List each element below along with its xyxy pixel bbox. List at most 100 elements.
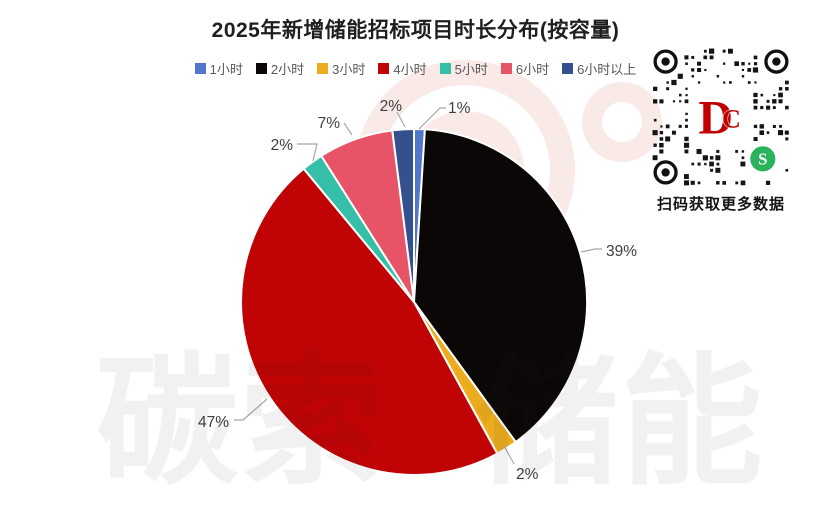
qr-dot: [703, 49, 707, 53]
data-label-0: 1%: [448, 100, 471, 117]
legend-item-4: 5小时: [439, 59, 488, 78]
qr-dot: [722, 181, 727, 185]
qr-dot: [653, 118, 657, 122]
qr-center-logo-c: C: [722, 104, 741, 133]
pie-slice-3: [240, 167, 499, 476]
qr-dot: [715, 167, 721, 173]
qr-dot: [672, 100, 675, 103]
pie-slice-6: [391, 128, 415, 303]
qr-dot: [666, 81, 669, 84]
qr-dot: [671, 79, 677, 86]
qr-dot: [659, 137, 664, 141]
qr-finder-icon: [653, 160, 678, 185]
legend-item-6: 6小时以上: [562, 59, 636, 78]
qr-dot: [753, 136, 758, 142]
legend-swatch: [317, 63, 329, 74]
qr-dot: [741, 156, 745, 160]
chart-title: 2025年新增储能招标项目时长分布(按容量): [211, 19, 620, 42]
qr-dot: [684, 55, 689, 60]
qr-dot: [759, 130, 765, 135]
qr-dot: [728, 48, 733, 54]
qr-dot: [778, 99, 783, 104]
qr-dot: [683, 180, 690, 186]
qr-dot: [696, 148, 702, 155]
qr-dot: [735, 150, 739, 153]
qr-dot: [754, 81, 757, 84]
legend-swatch: [194, 63, 206, 74]
qr-dot: [653, 99, 658, 104]
qr-dot: [778, 92, 783, 98]
legend-item-1: 2小时: [255, 59, 304, 78]
qr-dot: [671, 130, 676, 135]
qr-finder-icon: [764, 49, 789, 74]
qr-finder-dot: [661, 57, 670, 66]
qr-dot: [702, 155, 708, 161]
qr-finder-icon: [653, 49, 678, 74]
qr-dot: [685, 94, 688, 97]
qr-dot: [760, 106, 764, 110]
leader-line: [418, 107, 446, 130]
qr-dot: [716, 162, 720, 166]
leader-line: [297, 143, 318, 162]
data-label-6: 2%: [380, 98, 403, 115]
qr-dot: [753, 124, 758, 129]
qr-dot: [785, 86, 789, 91]
qr-dot: [683, 174, 689, 179]
qr-dot: [753, 105, 758, 110]
qr-dot: [684, 149, 689, 154]
qr-dot: [708, 48, 715, 54]
data-label-5: 7%: [318, 115, 341, 132]
data-label-1: 39%: [606, 243, 637, 260]
qr-dot: [659, 142, 664, 148]
qr-dot: [752, 67, 759, 73]
qr-dot: [753, 55, 758, 60]
leader-line: [343, 122, 353, 136]
qr-dot: [748, 62, 751, 65]
legend-label: 6小时: [515, 62, 550, 77]
qr-dot: [666, 87, 670, 91]
qr-dot: [760, 93, 764, 97]
qr-dot: [653, 86, 658, 91]
qr-dot: [697, 67, 702, 73]
qr-dot: [709, 55, 714, 60]
legend-swatch: [439, 63, 451, 74]
qr-dot: [684, 136, 689, 142]
qr-dot: [772, 124, 776, 128]
qr-dot: [747, 81, 751, 84]
legend-label: 5小时: [454, 62, 488, 77]
qr-dot: [678, 93, 682, 97]
qr-dot: [734, 61, 739, 66]
leader-line: [234, 398, 268, 421]
qr-caption: 扫码获取更多数据: [656, 197, 785, 213]
qr-dot: [740, 180, 746, 186]
qr-dot: [722, 49, 726, 53]
legend-label: 1小时: [209, 62, 243, 77]
qr-dot: [785, 105, 789, 110]
qr-dot: [704, 162, 707, 166]
qr-dot: [766, 105, 771, 110]
qr-dot: [691, 55, 695, 59]
qr-dot: [679, 100, 682, 103]
qr-dot: [677, 73, 683, 79]
qr-dot: [691, 68, 695, 72]
qr-dot: [753, 92, 758, 98]
data-label-2: 2%: [516, 466, 539, 483]
qr-dot: [753, 99, 758, 104]
qr-dot: [716, 149, 720, 153]
qr-dot: [784, 80, 789, 85]
qr-dot: [659, 131, 664, 135]
leader-line: [396, 111, 406, 128]
qr-dot: [697, 181, 701, 185]
legend-item-2: 3小时: [317, 59, 365, 78]
legend-swatch: [255, 63, 267, 74]
qr-dot: [715, 155, 721, 161]
qr-dot: [685, 112, 688, 116]
qr-dot: [704, 68, 707, 72]
qr-dot: [685, 118, 688, 122]
qr-dot: [765, 180, 771, 185]
qr-dot: [747, 68, 752, 72]
chart-legend: 1小时 2小时 3小时 4小时 5小时 6小时 6小时以上: [0, 59, 831, 78]
qr-dot: [678, 124, 682, 128]
